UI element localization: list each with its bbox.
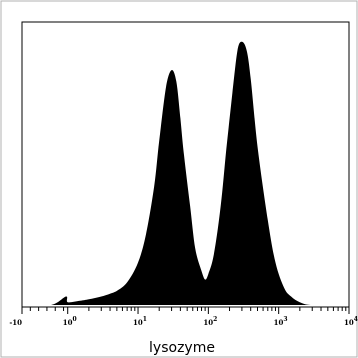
x-axis-title: lysozyme <box>149 340 215 356</box>
histogram-area <box>22 41 349 306</box>
x-tick-label: 102 <box>203 316 217 327</box>
x-tick-label: -10 <box>9 318 22 327</box>
x-tick-label: 103 <box>274 316 288 327</box>
x-tick-label: 100 <box>63 316 77 327</box>
x-tick-label: 104 <box>344 316 358 327</box>
x-axis: -10 100 101 102 103 104 <box>9 307 358 327</box>
x-tick-label: 101 <box>133 316 147 327</box>
